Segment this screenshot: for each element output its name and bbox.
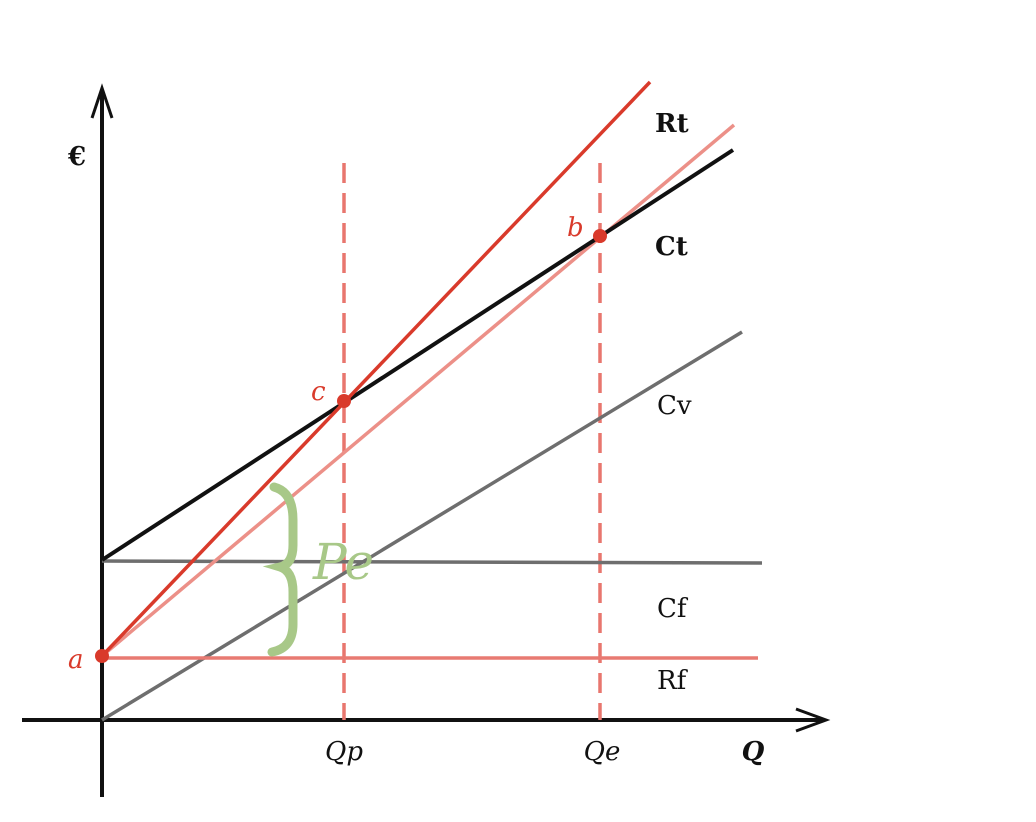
y-axis-label: € <box>67 142 86 172</box>
point-b <box>593 229 607 243</box>
light-red-line <box>100 123 736 658</box>
x-mark-label: Qe <box>584 737 621 767</box>
point-a <box>95 649 109 663</box>
point-label: b <box>567 213 584 243</box>
brace <box>262 482 298 657</box>
point-c <box>337 394 351 408</box>
cv-line <box>101 330 743 722</box>
y-axis-arrow <box>90 83 114 119</box>
rt-line <box>100 80 652 658</box>
curve-label: Rf <box>657 666 689 696</box>
point-label: c <box>311 377 326 407</box>
x-axis-label: Q <box>742 737 765 767</box>
x-axis-arrow <box>795 707 831 733</box>
cf-line <box>101 559 763 565</box>
curve-label: Ct <box>655 232 688 262</box>
ct-line <box>100 148 735 562</box>
curve-label: Rt <box>655 109 689 139</box>
curve-label: Cf <box>657 594 689 624</box>
point-label: a <box>68 645 84 675</box>
brace-label: Pe <box>312 533 374 591</box>
x-mark-label: Qp <box>325 737 363 767</box>
curve-label: Cv <box>657 391 692 421</box>
